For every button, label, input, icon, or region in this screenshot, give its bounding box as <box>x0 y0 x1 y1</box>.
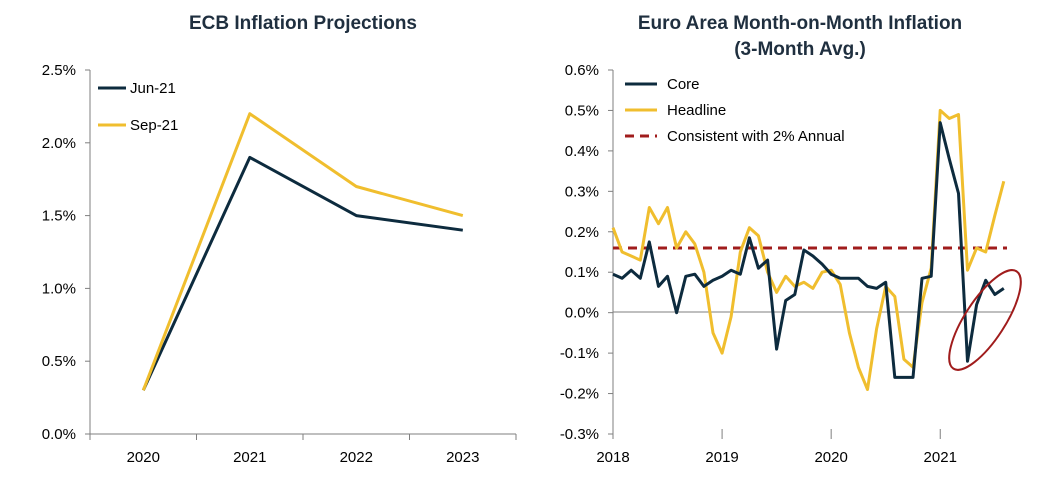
right-legend: Core Headline Consistent with 2% Annual <box>625 76 845 145</box>
legend-label-core: Core <box>667 76 700 93</box>
left-x-axis-tick-labels: 2020 2021 2022 2023 <box>127 449 480 466</box>
left-x-tick-marks <box>89 434 517 440</box>
left-x-tick-label-2020: 2020 <box>127 449 160 466</box>
legend-label-consistent-2pct-annual: Consistent with 2% Annual <box>667 128 845 145</box>
right-y-tick-label-0p6-: 0.6% <box>565 62 599 79</box>
series-line-headline <box>611 108 1006 391</box>
right-x-tick-marks <box>612 429 941 439</box>
ecb-projections-chart: ECB Inflation Projections 2.5% 2.0% 1.5% 1.… <box>42 13 517 466</box>
left-x-tick-label-2021: 2021 <box>233 449 266 466</box>
left-legend: Jun-21 Sep-21 <box>98 80 178 134</box>
left-y-tick-label-2p5-: 2.5% <box>42 62 76 79</box>
legend-label-headline: Headline <box>667 102 726 119</box>
legend-label-sep-21: Sep-21 <box>130 117 178 134</box>
highlight-ellipse <box>948 269 1022 371</box>
right-y-axis-tick-labels: 0.6% 0.5% 0.4% 0.3% 0.2% 0.1% 0.0% -0.1% -0.2% -0… <box>560 62 599 443</box>
right-x-axis-tick-labels: 2018 2019 2020 2021 <box>596 449 957 466</box>
right-x-tick-label-2018: 2018 <box>596 449 629 466</box>
left-y-tick-label-0p5-: 0.5% <box>42 353 76 370</box>
legend-label-jun-21: Jun-21 <box>130 80 176 97</box>
left-y-axis-tick-labels: 2.5% 2.0% 1.5% 1.0% 0.5% 0.0% <box>42 62 76 443</box>
left-chart-title: ECB Inflation Projections <box>189 13 417 34</box>
left-y-tick-label-0p0-: 0.0% <box>42 426 76 443</box>
right-y-tick-label--0p1-: -0.1% <box>560 345 599 362</box>
left-y-tick-marks <box>85 69 90 435</box>
right-y-tick-label-0p4-: 0.4% <box>565 143 599 160</box>
right-y-tick-label-0p2-: 0.2% <box>565 224 599 241</box>
right-y-tick-label-0p5-: 0.5% <box>565 102 599 119</box>
right-y-tick-marks <box>608 69 613 435</box>
series-line-sep-21 <box>141 112 464 391</box>
right-x-tick-label-2019: 2019 <box>705 449 738 466</box>
right-y-tick-label--0p3-: -0.3% <box>560 426 599 443</box>
left-y-tick-label-1p5-: 1.5% <box>42 208 76 225</box>
left-y-tick-label-1p0-: 1.0% <box>42 280 76 297</box>
right-chart-subtitle: (3-Month Avg.) <box>734 39 866 60</box>
series-line-jun-21 <box>141 155 464 391</box>
right-y-tick-label--0p2-: -0.2% <box>560 386 599 403</box>
left-y-tick-label-2p0-: 2.0% <box>42 135 76 152</box>
right-x-tick-label-2020: 2020 <box>814 449 847 466</box>
series-line-core <box>612 121 1005 379</box>
right-y-tick-label-0p3-: 0.3% <box>565 183 599 200</box>
right-y-tick-label-0p1-: 0.1% <box>565 264 599 281</box>
right-chart-title: Euro Area Month-on-Month Inflation <box>638 13 962 34</box>
left-x-tick-label-2022: 2022 <box>340 449 373 466</box>
euro-area-mom-inflation-chart: Euro Area Month-on-Month Inflation (3-Mo… <box>560 13 1022 466</box>
left-x-tick-label-2023: 2023 <box>446 449 479 466</box>
right-y-tick-label-0p0-: 0.0% <box>565 305 599 322</box>
right-x-tick-label-2021: 2021 <box>924 449 957 466</box>
